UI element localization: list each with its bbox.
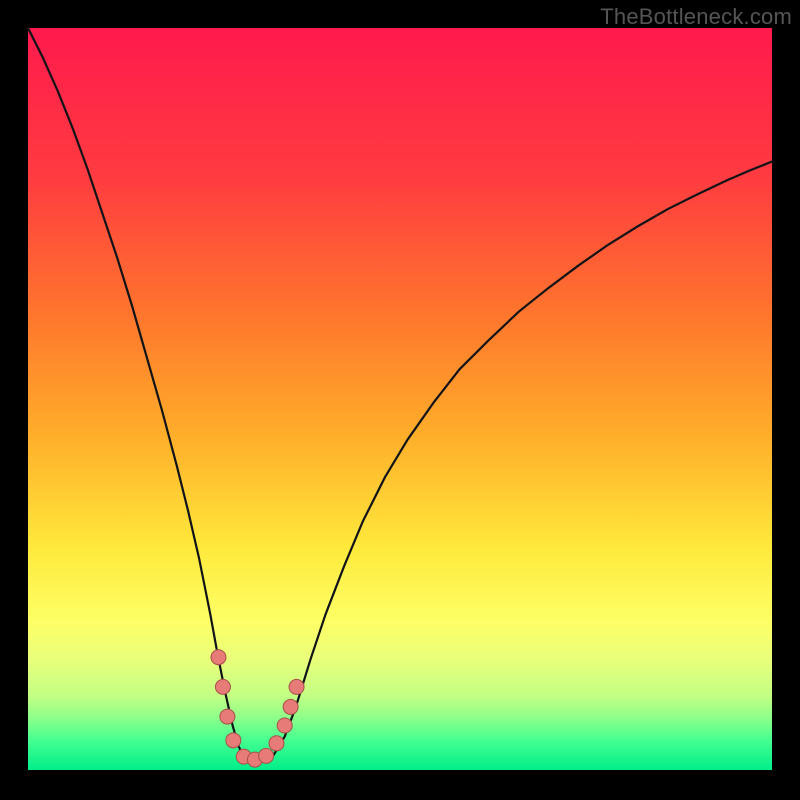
trough-marker: [269, 736, 284, 751]
trough-markers: [211, 650, 304, 767]
plot-area: [28, 28, 772, 770]
trough-marker: [277, 718, 292, 733]
bottleneck-curve: [28, 28, 772, 761]
trough-marker: [283, 699, 298, 714]
trough-marker: [215, 679, 230, 694]
trough-marker: [289, 679, 304, 694]
trough-marker: [259, 748, 274, 763]
trough-marker: [220, 709, 235, 724]
trough-marker: [226, 733, 241, 748]
curve-layer: [28, 28, 772, 770]
trough-marker: [211, 650, 226, 665]
watermark-text: TheBottleneck.com: [600, 4, 792, 30]
